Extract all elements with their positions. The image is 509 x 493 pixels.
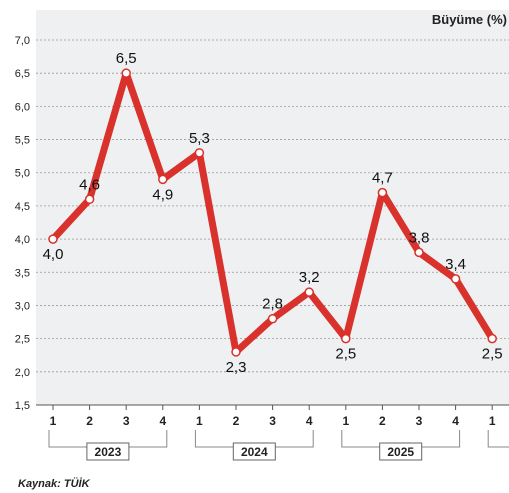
x-tick-label: 3 — [123, 414, 130, 428]
data-label: 2,5 — [482, 346, 503, 363]
data-label: 2,5 — [335, 346, 356, 363]
data-label: 4,7 — [372, 170, 393, 187]
gridlines — [36, 39, 509, 373]
x-tick-label: 1 — [489, 414, 496, 428]
y-tick-label: 6,0 — [15, 101, 30, 113]
data-point — [450, 274, 461, 284]
y-tick-label: 3,5 — [15, 267, 30, 279]
data-labels: 4,0 4,6 6,5 4,9 5,3 2,3 2,8 3,2 2,5 4,7 3,8 3,4 2,5 — [43, 50, 503, 376]
x-tick-label: 4 — [159, 414, 166, 428]
data-point — [84, 194, 95, 205]
x-tick-label: 1 — [342, 414, 349, 428]
x-tick-label: 4 — [452, 414, 459, 428]
x-tick-label: 3 — [269, 414, 276, 428]
data-point — [231, 347, 241, 357]
x-tick-label: 1 — [50, 414, 57, 428]
data-point — [377, 187, 388, 198]
y-tick-label: 6,5 — [15, 68, 30, 80]
data-point — [487, 333, 497, 344]
unit-label: Büyüme (%) — [432, 12, 507, 27]
data-label: 4,0 — [43, 246, 64, 263]
data-point — [194, 148, 205, 158]
data-label: 5,3 — [189, 130, 210, 147]
x-axis: 12341234123412023202420252026 — [36, 404, 509, 461]
x-tick-label: 1 — [196, 414, 203, 428]
y-tick-label: 4,5 — [15, 201, 30, 213]
y-tick-label: 4,0 — [15, 234, 30, 246]
year-box — [86, 442, 130, 461]
data-point — [158, 174, 168, 185]
x-tick-label: 2 — [86, 414, 93, 428]
year-label: 2025 — [387, 445, 414, 459]
data-point — [341, 333, 351, 344]
x-tick-label: 4 — [306, 414, 313, 428]
x-tick-label: 3 — [416, 414, 423, 428]
data-label: 4,9 — [152, 186, 173, 203]
y-tick-label: 5,5 — [15, 135, 30, 147]
y-tick-label: 1,5 — [15, 400, 30, 412]
y-tick-label: 5,0 — [15, 168, 30, 180]
year-box — [232, 442, 276, 461]
data-label: 3,8 — [409, 229, 430, 246]
x-tick-label: 2 — [379, 414, 386, 428]
y-tick-label: 3,0 — [15, 300, 30, 312]
data-label: 3,4 — [445, 256, 466, 273]
year-bracket — [487, 430, 509, 448]
data-point — [267, 313, 278, 324]
data-label: 6,5 — [116, 50, 137, 67]
y-tick-label: 2,5 — [15, 334, 30, 346]
data-label: 3,2 — [299, 269, 320, 286]
y-axis: 1,5 2,0 2,5 3,0 3,5 4,0 4,5 5,0 5,5 6,0 6,5 7,0 — [15, 35, 30, 412]
y-tick-label: 2,0 — [15, 367, 30, 379]
data-label: 4,6 — [79, 176, 100, 193]
year-box — [379, 442, 423, 461]
data-label: 2,8 — [262, 296, 283, 313]
y-tick-label: 7,0 — [15, 35, 30, 47]
data-point — [414, 247, 424, 258]
x-tick-label: 2 — [233, 414, 240, 428]
source-label: Kaynak: TÜİK — [18, 477, 91, 490]
data-point — [121, 68, 131, 78]
series-line — [48, 68, 497, 357]
data-label: 2,3 — [226, 359, 247, 376]
plot-background — [36, 10, 509, 405]
data-point — [304, 287, 314, 297]
year-label: 2024 — [241, 445, 268, 459]
data-point — [48, 234, 58, 244]
year-label: 2023 — [95, 445, 122, 459]
